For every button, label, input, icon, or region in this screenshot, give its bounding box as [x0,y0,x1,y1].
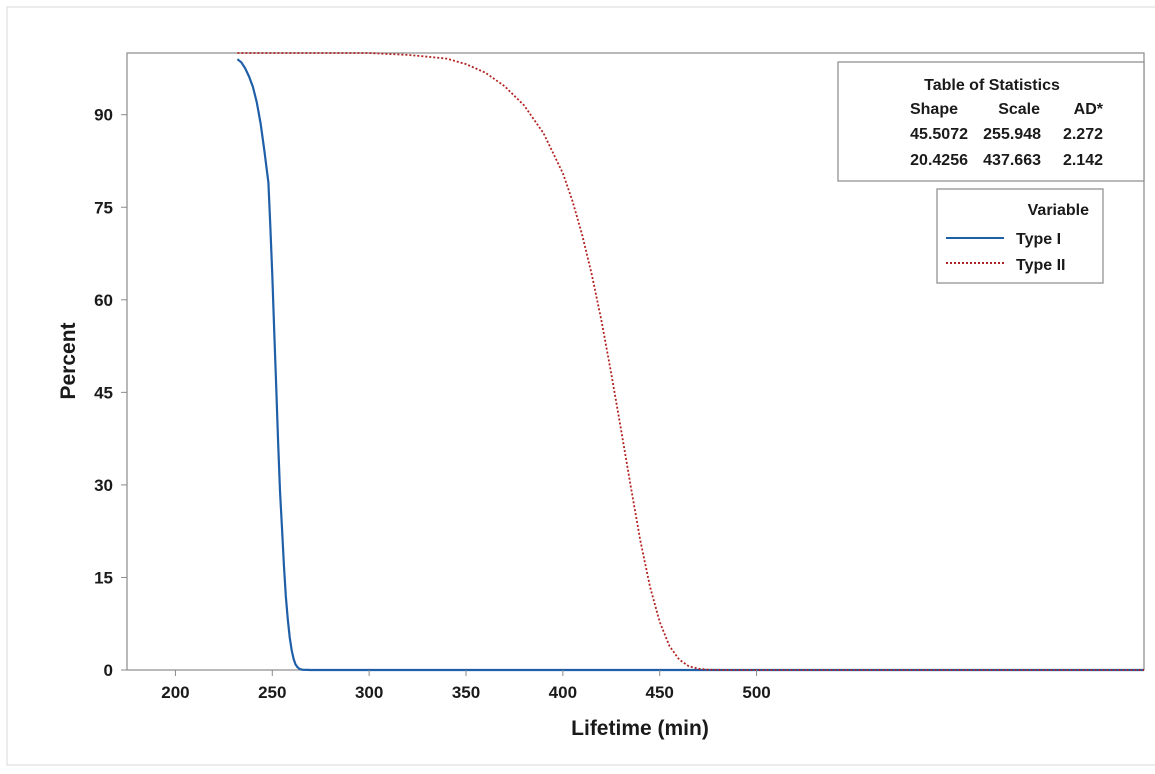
statistics-header-shape: Shape [910,101,958,118]
statistics-row-2-scale: 437.663 [983,152,1041,169]
y-tick-label-60: 60 [94,291,113,310]
y-axis: 0 15 30 45 60 75 90 [94,106,127,680]
statistics-header-ad: AD* [1074,101,1104,118]
y-tick-label-0: 0 [104,661,113,680]
x-tick-label-400: 400 [549,683,577,702]
statistics-row-2-shape: 20.4256 [910,152,968,169]
statistics-header-scale: Scale [998,101,1040,118]
statistics-row-2-ad: 2.142 [1063,152,1103,169]
y-tick-label-45: 45 [94,383,113,402]
x-tick-label-500: 500 [742,683,770,702]
statistics-row-1-scale: 255.948 [983,126,1041,143]
x-tick-label-250: 250 [258,683,286,702]
y-axis-title: Percent [57,322,80,399]
x-axis-title: Lifetime (min) [571,717,709,740]
x-tick-label-350: 350 [452,683,480,702]
legend-label-type-i: Type I [1016,231,1061,248]
x-tick-label-300: 300 [355,683,383,702]
statistics-row-1-shape: 45.5072 [910,126,968,143]
y-tick-label-75: 75 [94,198,113,217]
x-tick-label-200: 200 [161,683,189,702]
y-tick-label-30: 30 [94,476,113,495]
statistics-table-title: Table of Statistics [924,77,1060,94]
y-tick-label-90: 90 [94,106,113,125]
legend: Variable Type I Type II [936,188,1104,284]
statistics-table: Table of Statistics Shape Scale AD* 45.5… [837,61,1145,182]
x-tick-label-450: 450 [646,683,674,702]
y-tick-label-15: 15 [94,568,113,587]
series-layer [236,52,1144,672]
legend-title: Variable [1028,202,1089,219]
legend-label-type-ii: Type II [1016,257,1066,274]
x-axis: 200 250 300 350 400 450 500 [161,670,771,702]
legend-box [936,188,1104,284]
statistics-table-box [837,61,1145,182]
statistics-row-1-ad: 2.272 [1063,126,1103,143]
series-line-type-i [236,58,1144,672]
